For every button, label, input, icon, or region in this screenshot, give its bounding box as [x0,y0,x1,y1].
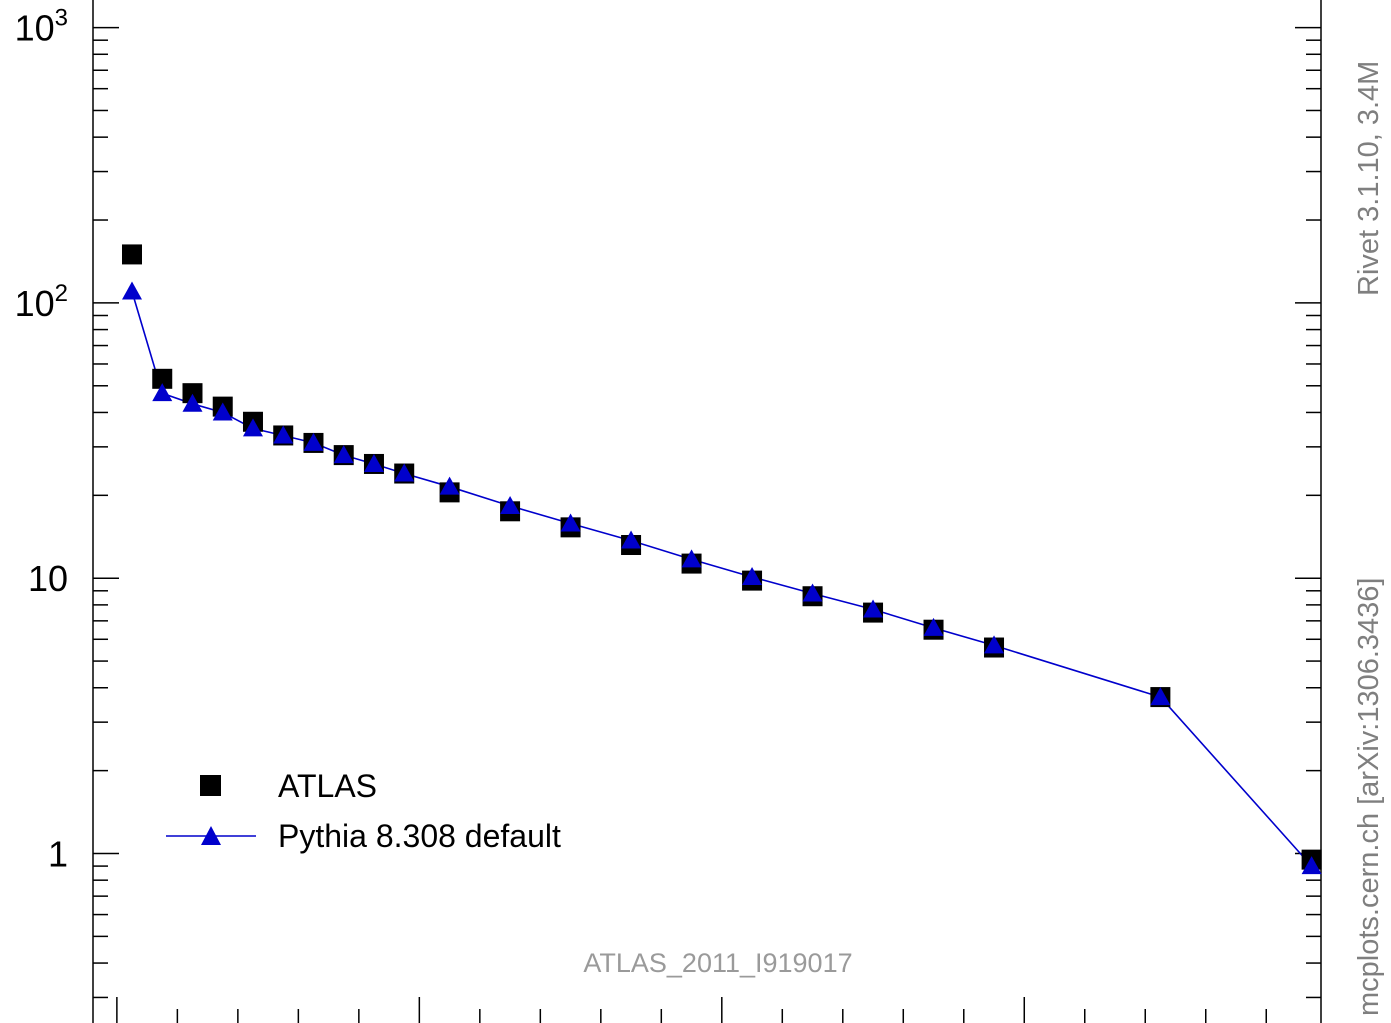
pythia-data-point [984,635,1005,654]
pythia-line [131,291,1313,867]
legend: ATLAS Pythia 8.308 default [166,768,561,854]
pythia-data-point [122,281,142,300]
atlas-data-point [152,368,173,389]
pythia-data-point [802,583,823,602]
pythia-data-point [863,599,884,618]
pythia-data-point [1150,687,1171,706]
atlas-data-point [122,244,142,265]
legend-pythia-marker [201,826,221,845]
pythia-data-point [333,445,354,464]
series-layer [122,244,1322,875]
legend-pythia-label: Pythia 8.308 default [278,818,561,854]
pythia-data-point [394,463,415,482]
pythia-data-point [1301,856,1322,875]
y-tick-label: 10 [28,558,68,599]
pythia-data-point [273,425,294,444]
pythia-data-point [363,453,384,472]
analysis-watermark: ATLAS_2011_I919017 [583,948,852,978]
pythia-data-point [681,549,702,568]
y-tick-label: 1 [48,834,68,875]
pythia-data-point [152,383,173,402]
pythia-data-point [212,402,233,421]
y-tick-label: 103 [15,5,68,49]
pythia-data-point [303,432,324,451]
pythia-data-point [439,476,460,495]
mcplots-arxiv-label: mcplots.cern.ch [arXiv:1306.3436] [1353,578,1385,1016]
pythia-data-point [742,567,763,586]
plot-axes [92,0,1322,1023]
pythia-data-point [621,530,642,549]
legend-atlas-label: ATLAS [278,768,377,804]
pythia-data-point [182,393,203,412]
pythia-data-point [560,513,581,532]
pythia-data-point [242,418,263,437]
legend-atlas-marker [200,775,221,796]
pythia-data-point [500,495,521,514]
rivet-version-label: Rivet 3.1.10, 3.4M [1353,61,1385,296]
atlas-data-point [182,383,203,404]
pythia-data-point [923,617,944,636]
y-tick-label: 102 [15,280,68,324]
